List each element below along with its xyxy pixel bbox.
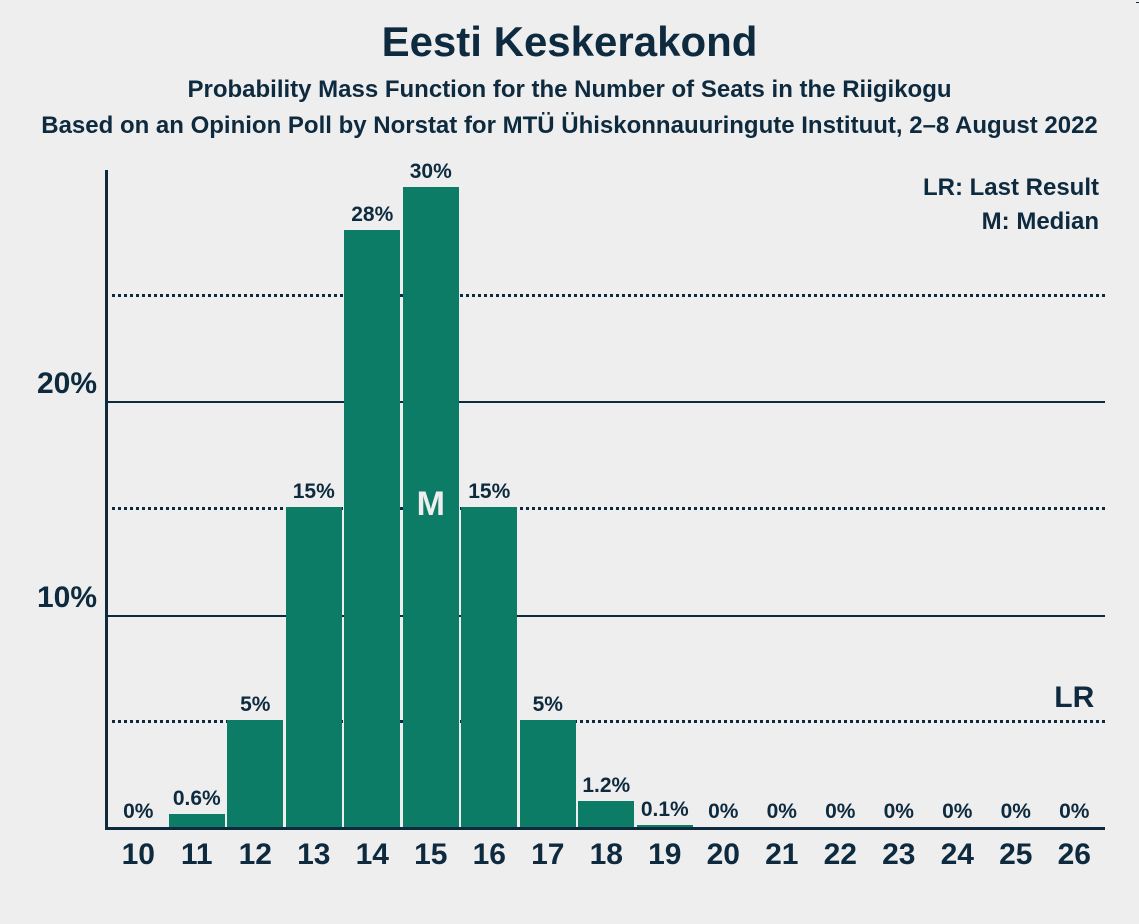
x-tick-label: 19 — [636, 838, 695, 872]
x-axis-labels: 1011121314151617181920212223242526 — [105, 838, 1105, 872]
bar-value-label: 0% — [1059, 800, 1089, 824]
bar-slot: 15% — [285, 507, 344, 827]
y-axis — [105, 170, 108, 830]
x-tick-label: 12 — [226, 838, 285, 872]
bar — [169, 814, 225, 827]
bar-value-label: 0% — [825, 800, 855, 824]
bar-value-label: 30% — [410, 160, 452, 184]
bar-slot: 0.6% — [168, 814, 227, 827]
x-tick-label: 22 — [811, 838, 870, 872]
y-tick-label: 20% — [37, 367, 97, 401]
x-tick-label: 10 — [109, 838, 168, 872]
bar-slot: 5% — [226, 720, 285, 827]
chart-plot-area: LR: Last Result M: Median 10%20% 0%0.6%5… — [105, 170, 1105, 830]
chart-source: Based on an Opinion Poll by Norstat for … — [0, 112, 1139, 140]
bar-value-label: 0% — [123, 800, 153, 824]
x-tick-label: 15 — [402, 838, 461, 872]
x-tick-label: 14 — [343, 838, 402, 872]
chart-subtitle: Probability Mass Function for the Number… — [0, 76, 1139, 104]
bar — [578, 801, 634, 827]
bar — [461, 507, 517, 827]
y-tick-label: 10% — [37, 581, 97, 615]
bar-slot: 1.2% — [577, 801, 636, 827]
bar-value-label: 0% — [942, 800, 972, 824]
lr-marker: LR — [1054, 681, 1094, 715]
bar — [227, 720, 283, 827]
bar-slot: 30%M — [402, 187, 461, 827]
bar-value-label: 0.6% — [173, 787, 221, 811]
x-axis — [105, 827, 1105, 830]
x-tick-label: 11 — [168, 838, 227, 872]
x-tick-label: 20 — [694, 838, 753, 872]
bar-value-label: 15% — [293, 480, 335, 504]
bar-value-label: 28% — [351, 203, 393, 227]
bar-value-label: 5% — [533, 693, 563, 717]
x-tick-label: 23 — [870, 838, 929, 872]
bar-slot: 15% — [460, 507, 519, 827]
x-tick-label: 26 — [1045, 838, 1104, 872]
chart-title: Eesti Keskerakond — [0, 0, 1139, 66]
bars-container: 0%0.6%5%15%28%30%M15%5%1.2%0.1%0%0%0%0%0… — [105, 170, 1105, 827]
bar-value-label: 0% — [767, 800, 797, 824]
bar — [520, 720, 576, 827]
x-tick-label: 25 — [987, 838, 1046, 872]
bar-slot: 28% — [343, 230, 402, 827]
bar-value-label: 1.2% — [582, 774, 630, 798]
bar-value-label: 15% — [468, 480, 510, 504]
bar-slot: 5% — [519, 720, 578, 827]
median-letter: M — [417, 485, 445, 524]
bar-value-label: 5% — [240, 693, 270, 717]
x-tick-label: 13 — [285, 838, 344, 872]
bar — [344, 230, 400, 827]
bar-value-label: 0% — [708, 800, 738, 824]
x-tick-label: 24 — [928, 838, 987, 872]
x-tick-label: 17 — [519, 838, 578, 872]
x-tick-label: 21 — [753, 838, 812, 872]
x-tick-label: 16 — [460, 838, 519, 872]
bar — [286, 507, 342, 827]
copyright-text: © 2022 Filip van Laenen — [1133, 0, 1139, 4]
x-tick-label: 18 — [577, 838, 636, 872]
bar-value-label: 0% — [884, 800, 914, 824]
bar-value-label: 0.1% — [641, 798, 689, 822]
bar-value-label: 0% — [1001, 800, 1031, 824]
